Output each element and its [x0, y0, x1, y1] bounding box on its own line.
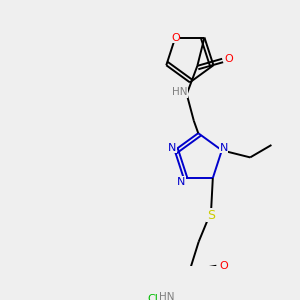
Text: HN: HN [172, 87, 188, 98]
Text: Cl: Cl [147, 294, 158, 300]
Text: N: N [168, 143, 176, 153]
Text: N: N [177, 177, 185, 187]
Text: O: O [225, 54, 234, 64]
Text: O: O [219, 261, 228, 271]
Text: HN: HN [159, 292, 175, 300]
Text: N: N [219, 143, 228, 153]
Text: O: O [171, 32, 180, 43]
Text: S: S [207, 209, 215, 222]
